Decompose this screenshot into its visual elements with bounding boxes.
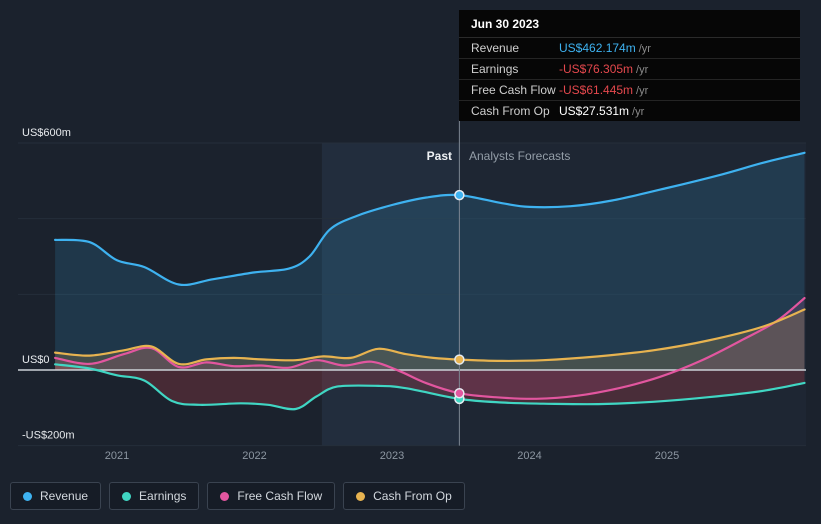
series-line-cash-from-op [54, 308, 806, 366]
tooltip-row-cash-from-op: Cash From Op US$27.531m /yr [459, 100, 800, 121]
tooltip-value: -US$76.305m [559, 62, 634, 76]
y-tick-label: US$0 [22, 354, 50, 366]
tooltip-value: US$462.174m [559, 41, 636, 55]
tooltip-suffix: /yr [636, 64, 649, 76]
legend-label: Earnings [139, 489, 187, 503]
free-cash-flow-dot-icon [220, 491, 230, 501]
forecast-label: Analysts Forecasts [469, 149, 571, 163]
x-tick-label: 2024 [517, 450, 541, 462]
tooltip-label: Earnings [471, 62, 519, 76]
series-area-earnings [55, 364, 805, 410]
tooltip-value: -US$61.445m [559, 83, 634, 97]
tooltip-row-revenue: Revenue US$462.174m /yr [459, 38, 800, 58]
tooltip-suffix: /yr [636, 85, 649, 97]
x-tick-label: 2023 [380, 450, 404, 462]
tooltip-suffix: /yr [638, 43, 651, 55]
tooltip-row-free-cash-flow: Free Cash Flow -US$61.445m /yr [459, 79, 800, 100]
revenue-dot-icon [23, 491, 32, 501]
past-label: Past [426, 149, 452, 163]
marker-revenue[interactable] [454, 189, 465, 201]
legend-item-cash-from-op[interactable]: Cash From Op [343, 482, 465, 510]
series-area-free-cash-flow [55, 298, 805, 399]
chart-tooltip: Jun 30 2023 Revenue US$462.174m /yr Earn… [459, 10, 800, 121]
series-line-free-cash-flow [54, 297, 806, 400]
series-line-revenue [54, 151, 806, 287]
tooltip-suffix: /yr [632, 106, 645, 118]
marker-cash-from-op[interactable] [454, 354, 465, 365]
series-line-earnings [54, 363, 806, 411]
legend-item-earnings[interactable]: Earnings [109, 482, 200, 510]
marker-free-cash-flow[interactable] [454, 387, 465, 399]
tooltip-label: Free Cash Flow [471, 83, 556, 97]
x-tick-label: 2021 [105, 450, 129, 462]
series-area-revenue [55, 152, 805, 370]
x-tick-label: 2025 [655, 450, 679, 462]
legend-item-free-cash-flow[interactable]: Free Cash Flow [207, 482, 336, 510]
y-tick-label: US$600m [22, 127, 71, 139]
tooltip-date: Jun 30 2023 [459, 10, 800, 38]
legend-label: Free Cash Flow [237, 489, 323, 503]
x-tick-label: 2022 [242, 450, 266, 462]
earnings-dot-icon [122, 491, 132, 501]
legend-label: Cash From Op [373, 489, 452, 503]
tooltip-value: US$27.531m [559, 104, 630, 118]
cash-from-op-dot-icon [356, 491, 366, 501]
y-tick-label: -US$200m [22, 430, 75, 442]
legend-item-revenue[interactable]: Revenue [10, 482, 102, 510]
tooltip-row-earnings: Earnings -US$76.305m /yr [459, 58, 800, 79]
chart-legend: Revenue Earnings Free Cash Flow Cash Fro… [10, 482, 465, 510]
legend-label: Revenue [40, 489, 89, 503]
tooltip-label: Revenue [471, 41, 520, 55]
tooltip-label: Cash From Op [471, 104, 550, 118]
